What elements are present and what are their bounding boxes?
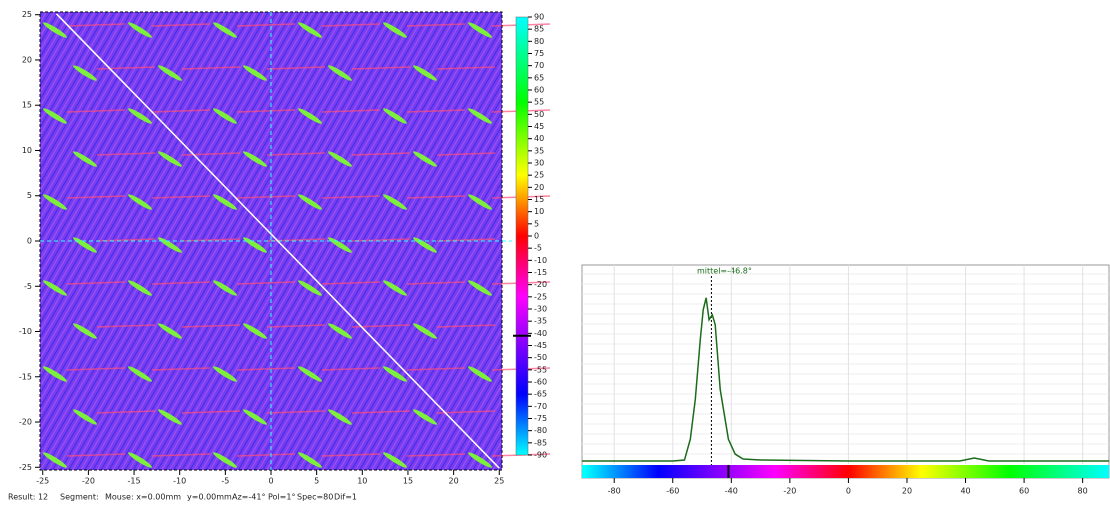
colorbar-tick-label: 70 <box>534 61 544 70</box>
x-tick-label: -25 <box>36 477 49 486</box>
y-tick-label: -15 <box>19 372 32 381</box>
y-tick-label: -20 <box>19 418 32 427</box>
colorbar-tick-label: -25 <box>534 292 547 301</box>
colorbar-tick-label: -45 <box>534 341 547 350</box>
x-tick-label: -80 <box>608 487 621 496</box>
x-tick-label: 60 <box>1019 487 1029 496</box>
colorbar <box>516 17 528 455</box>
colorbar-tick-label: 15 <box>534 195 544 204</box>
colorbar-tick-label: 90 <box>534 13 544 22</box>
x-tick-label: -20 <box>783 487 796 496</box>
colorbar-tick-label: -15 <box>534 268 547 277</box>
x-tick-label: -20 <box>82 477 95 486</box>
x-tick-label: -5 <box>221 477 229 486</box>
x-tick-label: -40 <box>725 487 738 496</box>
x-tick-label: -60 <box>666 487 679 496</box>
colorbar-tick-label: 55 <box>534 98 544 107</box>
x-tick-label: 40 <box>960 487 970 496</box>
y-tick-label: 20 <box>22 55 32 64</box>
colorbar-tick-label: -10 <box>534 256 547 265</box>
y-tick-label: 15 <box>22 101 32 110</box>
colorbar-tick-label: 35 <box>534 146 544 155</box>
x-tick-label: -10 <box>173 477 186 486</box>
colorbar-tick-label: 40 <box>534 134 544 143</box>
x-tick-label: 20 <box>449 477 459 486</box>
colorbar-tick-label: -20 <box>534 280 547 289</box>
x-tick-label: 0 <box>268 477 273 486</box>
status-text: Az=-41° <box>232 493 265 502</box>
colorbar-tick-label: 65 <box>534 73 544 82</box>
colorbar-tick-label: 60 <box>534 86 544 95</box>
colorbar-tick-label: 80 <box>534 37 544 46</box>
status-text: Result: 12 <box>8 493 48 502</box>
colorbar-tick-label: -30 <box>534 305 547 314</box>
colorbar-tick-label: 20 <box>534 183 544 192</box>
histogram-panel <box>582 265 1109 478</box>
colorbar-tick-label: -35 <box>534 317 547 326</box>
status-text: y=0.00mm <box>187 493 232 502</box>
y-tick-label: -5 <box>24 282 32 291</box>
colorbar-tick-label: -60 <box>534 378 547 387</box>
x-tick-label: 10 <box>357 477 367 486</box>
y-tick-label: -25 <box>19 463 32 472</box>
x-tick-label: -15 <box>128 477 141 486</box>
status-text: Segment: <box>60 493 99 502</box>
x-tick-label: 5 <box>314 477 319 486</box>
colorbar-tick-label: -55 <box>534 365 547 374</box>
colorbar-tick-label: -80 <box>534 426 547 435</box>
histogram-color-strip <box>582 465 1109 478</box>
colorbar-tick-label: -65 <box>534 390 547 399</box>
y-tick-label: 25 <box>22 10 32 19</box>
status-text: Dif=1 <box>334 493 357 502</box>
x-tick-label: 15 <box>403 477 413 486</box>
status-text: Spec=80 <box>297 493 333 502</box>
colorbar-tick-label: 0 <box>534 232 539 241</box>
colorbar-tick-label: -75 <box>534 414 547 423</box>
status-text: Mouse: x=0.00mm <box>105 493 181 502</box>
colorbar-tick-label: 30 <box>534 159 544 168</box>
colorbar-tick-label: -70 <box>534 402 547 411</box>
colorbar-tick-label: 25 <box>534 171 544 180</box>
colorbar-tick-label: 45 <box>534 122 544 131</box>
colorbar-tick-label: 50 <box>534 110 544 119</box>
colorbar-tick-label: 5 <box>534 219 539 228</box>
colorbar-tick-label: -85 <box>534 438 547 447</box>
colorbar-tick-label: 10 <box>534 207 544 216</box>
x-tick-label: 25 <box>494 477 504 486</box>
colorbar-tick-label: -90 <box>534 451 547 460</box>
y-tick-label: -10 <box>19 327 32 336</box>
colorbar-tick-label: 75 <box>534 49 544 58</box>
x-tick-label: 80 <box>1078 487 1088 496</box>
y-tick-label: 5 <box>27 191 32 200</box>
x-tick-label: 20 <box>902 487 912 496</box>
colorbar-tick-label: -40 <box>534 329 547 338</box>
y-tick-label: 0 <box>27 237 32 246</box>
x-tick-label: 0 <box>846 487 851 496</box>
colorbar-tick-label: -5 <box>534 244 542 253</box>
colorbar-tick-label: 85 <box>534 25 544 34</box>
status-text: Pol=1° <box>268 493 295 502</box>
y-tick-label: 10 <box>22 146 32 155</box>
colorbar-tick-label: -50 <box>534 353 547 362</box>
